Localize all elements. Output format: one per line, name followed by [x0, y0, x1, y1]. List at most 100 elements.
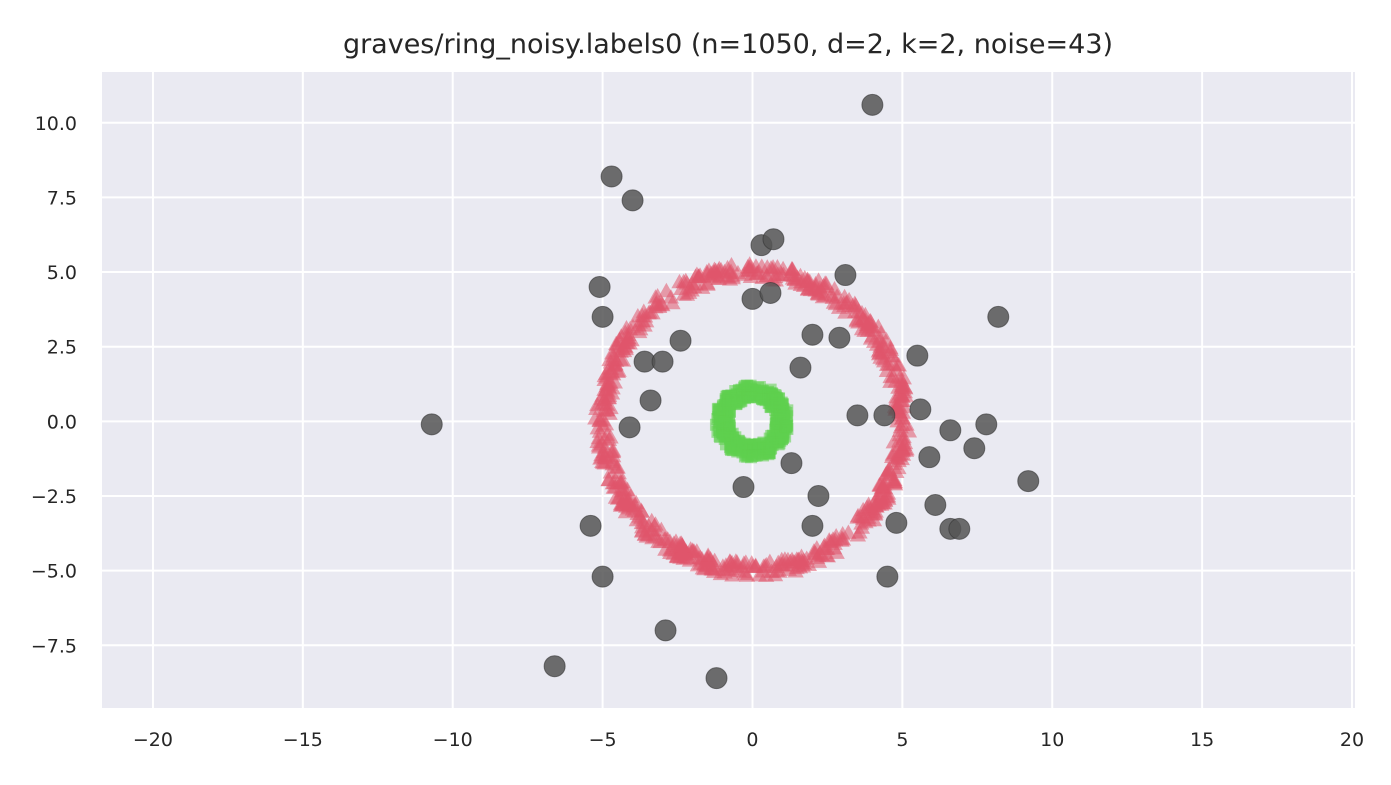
ring-inner-point — [757, 449, 770, 462]
noise-point — [591, 565, 614, 588]
ring-outer-point — [754, 563, 771, 578]
noise-point — [651, 350, 674, 373]
ring-outer-point — [890, 379, 907, 394]
ring-outer-point — [828, 544, 845, 559]
chart-title: graves/ring_noisy.labels0 (n=1050, d=2, … — [343, 29, 1113, 60]
noise-point — [801, 323, 824, 346]
noise-point — [834, 264, 857, 287]
ring-outer-point — [612, 351, 629, 366]
noise-point — [420, 413, 443, 436]
ring-outer-point — [640, 305, 657, 320]
ring-outer-point — [896, 436, 913, 451]
y-tick-label: 7.5 — [47, 187, 77, 209]
ring-outer-point — [771, 563, 788, 578]
noise-point — [918, 446, 941, 469]
x-axis-ticks: −20 −15 −10 −5 0 5 10 15 20 — [133, 729, 1364, 751]
noise-point — [789, 356, 812, 379]
ring-outer-point — [837, 304, 854, 319]
ring-outer-point — [790, 557, 808, 572]
ring-outer-point — [876, 352, 893, 368]
ring-inner-point — [753, 437, 766, 450]
ring-outer-point — [764, 259, 782, 274]
data-marks — [420, 93, 1040, 690]
noise-point — [807, 485, 830, 507]
y-tick-label: −5.0 — [31, 561, 77, 583]
y-tick-label: 2.5 — [47, 337, 77, 359]
noise-point — [948, 517, 971, 540]
ring-outer-point — [599, 383, 616, 398]
ring-outer-point — [890, 357, 907, 372]
noise-point — [828, 326, 851, 349]
y-tick-label: −2.5 — [31, 486, 77, 508]
ring-outer-point — [676, 548, 693, 563]
ring-outer-point — [619, 492, 636, 508]
ring-outer-point — [786, 271, 803, 286]
ring-outer-point — [846, 299, 863, 314]
ring-outer-point — [633, 523, 651, 538]
y-tick-label: 10.0 — [35, 113, 77, 135]
x-tick-label: −5 — [589, 729, 617, 751]
noise-point — [621, 189, 644, 212]
x-tick-label: 20 — [1340, 729, 1364, 751]
ring-inner-point — [775, 415, 788, 428]
ring-outer-point — [878, 362, 895, 377]
noise-point — [762, 228, 785, 251]
ring-outer-point — [611, 331, 628, 347]
x-tick-label: 10 — [1040, 729, 1064, 751]
ring-outer-point — [602, 399, 619, 415]
noise-point — [591, 305, 614, 328]
ring-inner-point — [718, 429, 731, 442]
ring-outer-point — [605, 365, 622, 381]
ring-outer-point — [871, 330, 889, 345]
noise-point — [909, 398, 932, 421]
ring-outer-point — [595, 443, 612, 459]
ring-inner-point — [744, 379, 757, 392]
ring-outer-point — [658, 282, 675, 298]
y-axis-ticks: −7.5 −5.0 −2.5 0.0 2.5 5.0 7.5 10.0 — [31, 113, 77, 658]
ring-inner-point — [766, 439, 779, 452]
ring-outer-point — [729, 264, 747, 280]
ring-outer-point — [871, 341, 888, 357]
y-tick-label: 5.0 — [47, 262, 77, 284]
noise-point — [939, 419, 962, 442]
ring-outer-point — [810, 286, 827, 301]
noise-point — [618, 416, 641, 439]
noise-point — [924, 493, 947, 516]
x-tick-label: 0 — [746, 729, 758, 751]
ring-inner-point — [773, 397, 786, 410]
ring-outer-point — [657, 531, 674, 546]
ring-outer-point — [773, 551, 790, 567]
y-tick-label: 0.0 — [47, 411, 77, 433]
ring-outer-point — [631, 323, 648, 339]
ring-outer-point — [699, 275, 716, 290]
ring-outer-point — [606, 374, 623, 389]
ring-outer-point — [698, 265, 716, 281]
ring-outer-point — [849, 507, 867, 523]
ring-outer-point — [880, 461, 898, 476]
ring-outer-point — [646, 518, 663, 533]
ring-outer-point — [819, 540, 836, 555]
noise-point — [963, 437, 986, 460]
ring-outer-point — [801, 279, 818, 295]
ring-outer-point — [723, 556, 740, 571]
noise-point — [600, 165, 623, 188]
noise-point — [669, 329, 692, 352]
ring-outer-point — [681, 284, 698, 299]
ring-outer-point — [747, 258, 765, 273]
ring-outer-point — [698, 556, 715, 572]
ring-outer-point — [723, 257, 740, 272]
ring-outer-point — [594, 453, 611, 469]
ring-outer-point — [633, 502, 650, 517]
noise-point — [588, 275, 611, 298]
noise-point — [876, 565, 899, 588]
y-tick-label: −7.5 — [31, 635, 77, 657]
ring-outer-point — [706, 560, 724, 576]
ring-outer-point — [688, 266, 706, 281]
noise-point — [780, 452, 803, 475]
ring-outer-point — [600, 471, 617, 487]
noise-point — [543, 655, 566, 678]
ring-inner-point — [719, 398, 732, 411]
x-tick-label: 5 — [896, 729, 908, 751]
ring-outer-point — [810, 553, 828, 568]
